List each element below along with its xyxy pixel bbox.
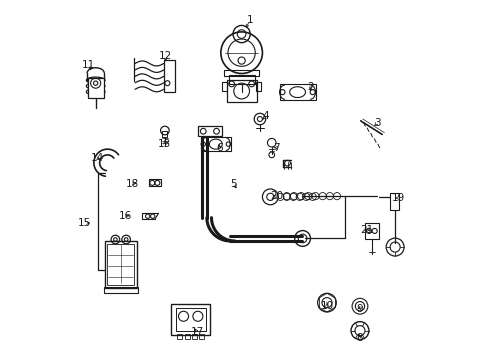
Bar <box>171 305 210 335</box>
Bar <box>226 80 256 102</box>
Bar <box>228 75 254 84</box>
Bar <box>279 84 315 100</box>
Text: 21: 21 <box>359 225 372 235</box>
Bar <box>104 241 137 288</box>
Text: 6: 6 <box>216 143 222 153</box>
Bar <box>184 334 189 338</box>
Bar <box>191 334 196 338</box>
Text: 9: 9 <box>355 304 362 314</box>
Text: 13: 13 <box>158 139 171 149</box>
Text: 3: 3 <box>373 118 380 128</box>
Text: 1: 1 <box>246 15 253 26</box>
Text: 11: 11 <box>81 60 95 70</box>
Text: 15: 15 <box>78 218 91 228</box>
Text: 2: 2 <box>307 82 313 92</box>
Bar <box>198 126 222 136</box>
Bar <box>162 131 167 137</box>
Bar <box>103 287 138 293</box>
Bar <box>199 334 203 338</box>
Bar <box>107 244 134 285</box>
Bar <box>255 82 261 91</box>
Text: 18: 18 <box>126 179 139 189</box>
Bar <box>88 78 103 98</box>
Bar <box>149 179 161 186</box>
Text: 14: 14 <box>91 153 104 163</box>
Bar <box>163 60 174 92</box>
Text: 20: 20 <box>270 191 283 201</box>
Text: 16: 16 <box>119 211 132 221</box>
Text: 8: 8 <box>355 333 362 343</box>
Text: 17: 17 <box>190 327 203 337</box>
Text: 19: 19 <box>391 193 405 203</box>
Bar <box>201 137 231 151</box>
Text: 12: 12 <box>159 51 172 61</box>
Text: 7: 7 <box>273 143 280 153</box>
Bar <box>389 193 399 211</box>
Bar <box>175 309 205 330</box>
Bar <box>224 69 258 76</box>
Text: 4: 4 <box>262 111 269 121</box>
Text: 5: 5 <box>229 179 236 189</box>
Bar <box>364 223 378 239</box>
Bar <box>222 82 227 91</box>
Text: 10: 10 <box>320 301 333 311</box>
Bar <box>177 334 182 338</box>
